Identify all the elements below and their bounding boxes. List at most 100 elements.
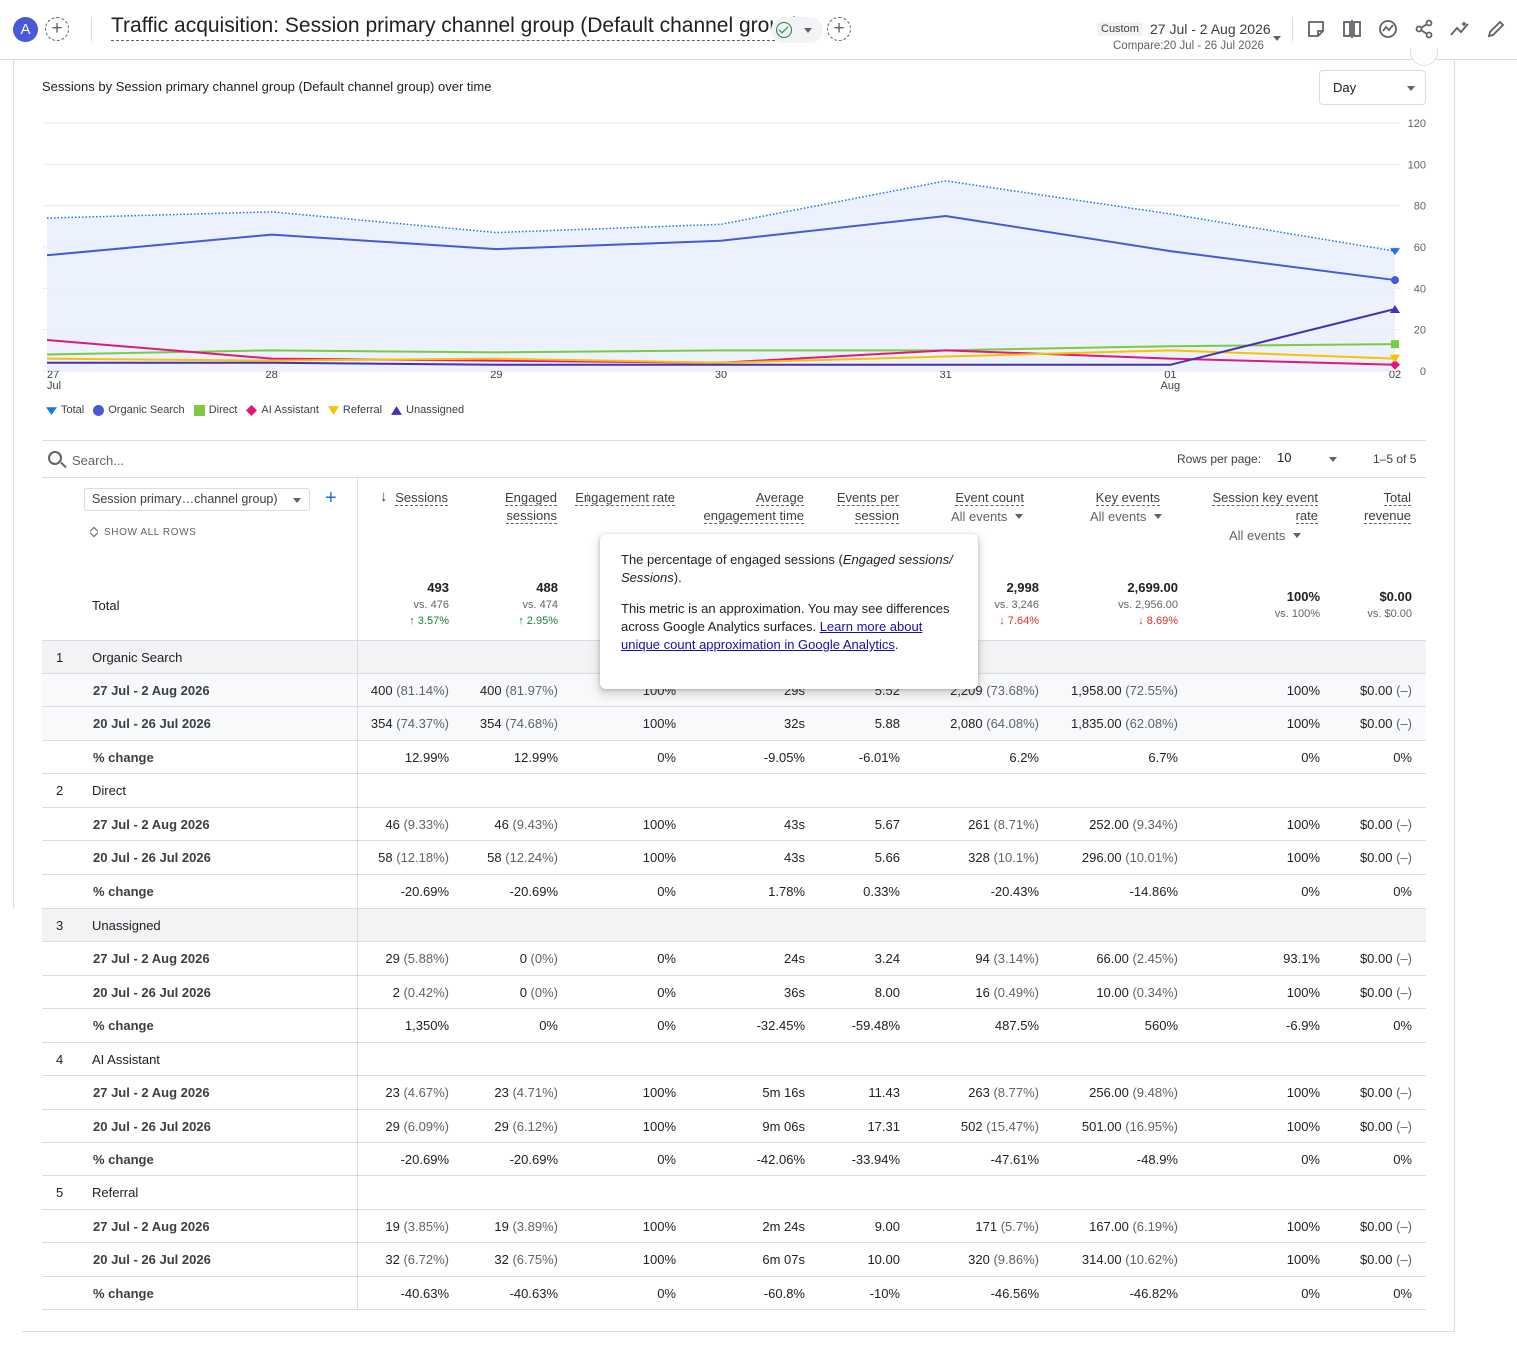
column-divider bbox=[357, 1076, 358, 1109]
legend-marker bbox=[193, 404, 205, 416]
edit-icon[interactable] bbox=[1485, 18, 1507, 40]
table-cell: 12.99% bbox=[513, 750, 558, 765]
column-header-label: Engaged sessions bbox=[504, 490, 557, 524]
learn-more-link[interactable]: Learn more about unique count approximat… bbox=[621, 619, 923, 652]
add-dimension-button[interactable]: + bbox=[325, 487, 337, 509]
series-line-direct bbox=[46, 343, 1396, 356]
series-line-unassigned bbox=[47, 308, 1396, 366]
table-cell: 32 (6.75%) bbox=[494, 1252, 558, 1267]
x-tick-label: 01 bbox=[1164, 369, 1176, 381]
y-tick-label: 100 bbox=[1408, 159, 1426, 171]
column-divider bbox=[357, 875, 358, 908]
table-cell: -40.63% bbox=[400, 1286, 449, 1301]
legend-item[interactable]: AI Assistant bbox=[246, 404, 319, 416]
legend-marker bbox=[246, 404, 258, 416]
total-value: 100% bbox=[1286, 589, 1320, 604]
table-cell: -10% bbox=[869, 1286, 900, 1301]
legend-item[interactable]: Total bbox=[46, 404, 84, 416]
table-cell: -40.63% bbox=[509, 1286, 558, 1301]
search-input[interactable] bbox=[72, 449, 672, 471]
column-header[interactable]: Engaged sessions bbox=[467, 489, 557, 525]
table-row: 27 Jul - 2 Aug 2026 400 (81.14%) 400 (81.9… bbox=[42, 674, 1426, 707]
table-cell: $0.00 (–) bbox=[1359, 716, 1412, 731]
chevron-down-icon[interactable] bbox=[1273, 36, 1281, 41]
y-tick-label: 20 bbox=[1414, 325, 1426, 337]
table-cell: 100% bbox=[642, 1252, 676, 1267]
sort-descending-icon[interactable]: ↓ bbox=[380, 488, 388, 505]
insights-icon[interactable] bbox=[1377, 18, 1399, 40]
legend-item[interactable]: Referral bbox=[327, 404, 382, 416]
table-cell: 1,835.00 (62.08%) bbox=[1071, 716, 1178, 731]
x-tick-label: Aug bbox=[1161, 380, 1181, 392]
date-range-picker[interactable]: 27 Jul - 2 Aug 2026 bbox=[1150, 21, 1271, 37]
column-divider bbox=[357, 1243, 358, 1276]
metric-filter-value: All events bbox=[1090, 509, 1147, 524]
table-cell: 32s bbox=[784, 716, 805, 731]
table-cell: $0.00 (–) bbox=[1359, 1119, 1412, 1134]
share-icon[interactable] bbox=[1413, 18, 1435, 40]
table-cell: 0% bbox=[1393, 884, 1412, 899]
total-change: ↓ 8.69% bbox=[1138, 615, 1178, 627]
chevron-down-icon bbox=[1407, 86, 1415, 91]
table-cell: -59.48% bbox=[851, 1018, 900, 1033]
channel-name: Direct bbox=[92, 783, 126, 798]
column-header[interactable]: Average engagement time per session bbox=[694, 489, 804, 525]
table-row: % change 12.99% 12.99% 0% -9.05% -6.01% 6.2% 6.… bbox=[42, 741, 1426, 774]
rows-per-page-select[interactable]: 10 bbox=[1277, 450, 1337, 470]
metric-filter-select[interactable]: All events bbox=[1229, 528, 1302, 543]
legend-item[interactable]: Organic Search bbox=[93, 404, 185, 416]
row-label: 20 Jul - 26 Jul 2026 bbox=[93, 850, 211, 865]
column-header[interactable]: Engagement rate bbox=[575, 489, 675, 525]
add-comparison-icon[interactable]: + bbox=[45, 17, 69, 41]
table-cell: 12.99% bbox=[404, 750, 449, 765]
compare-columns-icon[interactable] bbox=[1341, 18, 1363, 40]
total-comparison: vs. 3,246 bbox=[994, 599, 1039, 611]
column-header[interactable]: Sessions bbox=[358, 489, 448, 507]
table-cell: 46 (9.33%) bbox=[385, 817, 449, 832]
total-label: Total bbox=[92, 598, 120, 613]
group-row[interactable]: 4 AI Assistant bbox=[42, 1043, 1426, 1076]
series-point bbox=[1390, 354, 1400, 363]
column-header[interactable]: Total revenue bbox=[1341, 489, 1411, 525]
metric-filter-select[interactable]: All events bbox=[1090, 509, 1163, 524]
metric-filter-select[interactable]: All events bbox=[951, 509, 1024, 524]
series-point bbox=[1390, 248, 1400, 256]
total-value: 2,998 bbox=[1006, 580, 1039, 595]
table-cell: 0% bbox=[657, 951, 676, 966]
table-cell: $0.00 (–) bbox=[1359, 1085, 1412, 1100]
group-row[interactable]: 5 Referral bbox=[42, 1176, 1426, 1210]
column-header-label: Engagement rate bbox=[575, 490, 675, 506]
sort-icon[interactable]: ↓ bbox=[584, 488, 592, 505]
tooltip-definition: The percentage of engaged sessions (Enga… bbox=[621, 552, 953, 585]
channel-name: Unassigned bbox=[92, 918, 161, 933]
table-cell: -33.94% bbox=[851, 1152, 900, 1167]
column-header[interactable]: Event count bbox=[914, 489, 1024, 507]
table-cell: -47.61% bbox=[990, 1152, 1039, 1167]
row-label: % change bbox=[93, 1018, 154, 1033]
granularity-select[interactable]: Day bbox=[1319, 70, 1426, 105]
legend-item[interactable]: Direct bbox=[193, 404, 237, 416]
legend-label: Organic Search bbox=[108, 404, 185, 416]
dimension-select[interactable]: Session primary…channel group) bbox=[84, 488, 310, 511]
table-cell: $0.00 (–) bbox=[1359, 850, 1412, 865]
column-header[interactable]: Session key event rate bbox=[1188, 489, 1318, 525]
legend-item[interactable]: Unassigned bbox=[391, 404, 464, 416]
user-avatar[interactable]: A bbox=[13, 17, 38, 42]
expand-icon bbox=[90, 527, 98, 538]
trend-icon[interactable] bbox=[1449, 18, 1471, 40]
table-cell: -60.8% bbox=[763, 1286, 805, 1301]
column-header-label: Sessions bbox=[395, 490, 448, 506]
table-cell: 252.00 (9.34%) bbox=[1089, 817, 1178, 832]
total-cell: 488 vs. 474 ↑ 2.95% bbox=[398, 580, 558, 627]
column-header[interactable]: Key events bbox=[1030, 489, 1160, 507]
show-all-rows-button[interactable]: SHOW ALL ROWS bbox=[90, 527, 196, 538]
chevron-down-icon bbox=[1293, 533, 1302, 538]
column-header-label: Session key event rate bbox=[1212, 490, 1318, 524]
page-title[interactable]: Traffic acquisition: Session primary cha… bbox=[111, 14, 800, 41]
add-card-icon[interactable]: + bbox=[827, 17, 851, 41]
table-cell: 43s bbox=[784, 817, 805, 832]
annotate-icon[interactable] bbox=[1305, 18, 1327, 40]
group-row[interactable]: 2 Direct bbox=[42, 774, 1426, 808]
column-header[interactable]: Events per session bbox=[829, 489, 899, 525]
group-row[interactable]: 3 Unassigned bbox=[42, 909, 1426, 942]
